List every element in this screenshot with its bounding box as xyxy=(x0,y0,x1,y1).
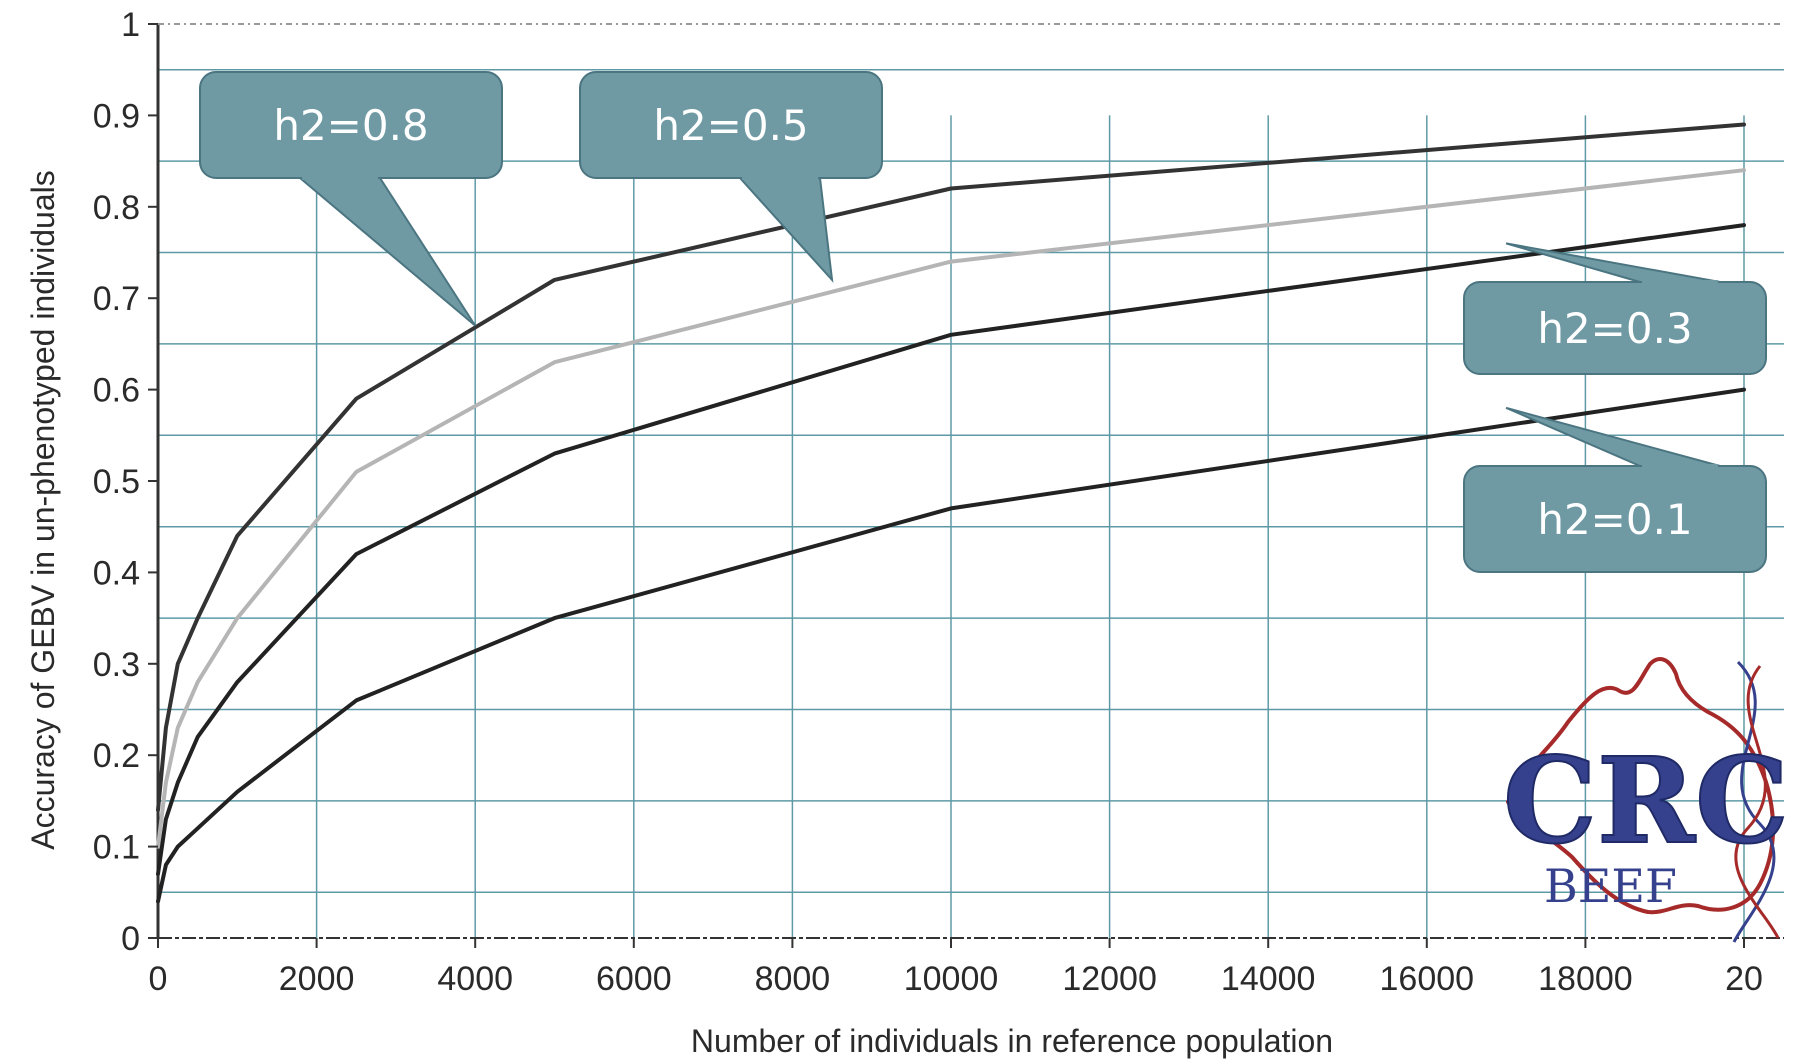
x-tick-label: 0 xyxy=(149,960,168,998)
crc-beef-logo: CRC BEEF xyxy=(1502,657,1790,943)
callout-box xyxy=(579,71,883,179)
x-tick-label: 20 xyxy=(1725,960,1763,998)
callout-pointer xyxy=(1505,242,1721,283)
y-tick-label: 0.1 xyxy=(93,829,140,867)
callout-pointer xyxy=(1505,406,1721,467)
y-tick-label: 0.7 xyxy=(93,280,140,318)
x-tick-label: 10000 xyxy=(904,960,999,998)
callout-label: h2=0.3 xyxy=(1537,304,1692,353)
y-tick-label: 0.2 xyxy=(93,737,140,775)
callout-label: h2=0.1 xyxy=(1537,495,1692,544)
callout-h2-0-1: h2=0.1 xyxy=(1463,406,1767,573)
logo-crc-text: CRC xyxy=(1503,731,1789,870)
callout-label: h2=0.5 xyxy=(653,101,808,150)
callout-pointer xyxy=(737,177,834,283)
y-tick-label: 0 xyxy=(121,920,140,958)
y-axis-label: Accuracy of GEBV in un-phenotyped indivi… xyxy=(25,170,61,850)
y-tick-label: 0.6 xyxy=(93,372,140,410)
tick-labels: 0 2000 4000 6000 8000 10000 12000 14000 16000 180… xyxy=(93,6,1763,998)
y-tick-label: 0.4 xyxy=(93,554,140,592)
y-tick-label: 0.8 xyxy=(93,189,140,227)
series-line xyxy=(156,223,1746,876)
series-line xyxy=(156,387,1746,904)
callout-h2-0-8: h2=0.8 xyxy=(199,71,503,327)
logo-beef-text: BEEF xyxy=(1544,859,1677,913)
x-tick-label: 16000 xyxy=(1380,960,1475,998)
x-tick-label: 12000 xyxy=(1062,960,1157,998)
x-tick-label: 6000 xyxy=(596,960,672,998)
callout-h2-0-5: h2=0.5 xyxy=(579,71,883,283)
x-tick-label: 4000 xyxy=(437,960,513,998)
x-tick-label: 2000 xyxy=(279,960,355,998)
y-tick-label: 1 xyxy=(121,6,140,44)
callout-h2-0-3: h2=0.3 xyxy=(1463,242,1767,375)
callout-box xyxy=(1463,465,1767,573)
series-line xyxy=(156,168,1746,849)
callout-label: h2=0.8 xyxy=(273,101,428,150)
x-tick-label: 8000 xyxy=(755,960,831,998)
callout-box xyxy=(1463,281,1767,375)
logo-dna-strand-2 xyxy=(1734,665,1780,939)
grid xyxy=(158,68,1784,938)
y-tick-label: 0.9 xyxy=(93,97,140,135)
y-tick-label: 0.3 xyxy=(93,646,140,684)
logo-map-outline xyxy=(1506,657,1776,915)
x-tick-label: 14000 xyxy=(1221,960,1316,998)
y-tick-label: 0.5 xyxy=(93,463,140,501)
x-tick-label: 18000 xyxy=(1538,960,1633,998)
heritability-callouts: h2=0.8 h2=0.5 h2=0.3 h2=0.1 xyxy=(199,71,1767,573)
x-axis-label: Number of individuals in reference popul… xyxy=(691,1023,1333,1059)
